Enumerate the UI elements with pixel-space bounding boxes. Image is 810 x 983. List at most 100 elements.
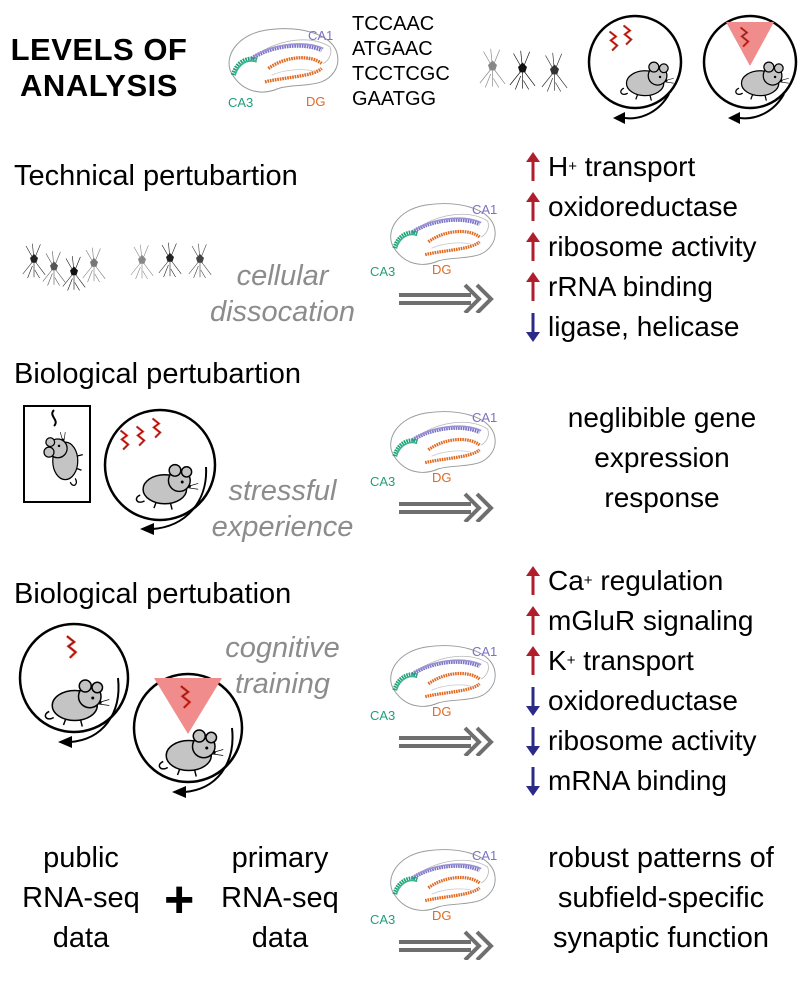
- result-label: K: [548, 645, 567, 676]
- ca3-label: CA3: [370, 912, 396, 927]
- down-arrow-icon: [522, 766, 544, 796]
- cognitive-results-list: Ca + regulation mGluR signaling K + transp…: [522, 561, 757, 801]
- dg-label: DG: [432, 470, 452, 485]
- result-line-3: response: [604, 482, 720, 513]
- technical-results-list: H + transport oxidoreductase ribosome act…: [522, 147, 757, 347]
- result-row: ribosome activity: [522, 721, 757, 761]
- result-label: ligase, helicase: [548, 311, 740, 342]
- primary-line-3: data: [251, 922, 309, 954]
- result-row: rRNA binding: [522, 267, 757, 307]
- ca1-label: CA1: [472, 848, 498, 863]
- result-row: K + transport: [522, 641, 757, 681]
- section-technical-title: Technical pertubartion: [14, 160, 298, 192]
- down-arrow-icon: [522, 686, 544, 716]
- sequence-4: GAATGG: [352, 88, 437, 110]
- title-line-2: ANALYSIS: [20, 68, 178, 103]
- result-label: oxidoreductase: [548, 191, 738, 222]
- up-arrow-icon: [522, 606, 544, 636]
- sequence-3: TCCTCGC: [352, 63, 450, 85]
- cognitive-mouse-icon-1: [18, 622, 130, 748]
- cognitive-mouse-icon-2: [132, 672, 244, 798]
- result-label: ribosome activity: [548, 231, 757, 262]
- result-row: H + transport: [522, 147, 757, 187]
- down-arrow-icon: [522, 726, 544, 756]
- levels-of-analysis-title: LEVELS OF ANALYSIS: [0, 32, 198, 104]
- result-label-rest: regulation: [592, 565, 724, 596]
- primary-line-2: RNA-seq: [221, 882, 339, 914]
- public-line-1: public: [43, 842, 119, 874]
- down-arrow-icon: [522, 312, 544, 342]
- result-row: Ca + regulation: [522, 561, 757, 601]
- public-rnaseq-label: public RNA-seq data: [0, 838, 162, 958]
- up-arrow-icon: [522, 152, 544, 182]
- primary-line-1: primary: [231, 842, 329, 874]
- bottom-result-text: robust patterns of subfield-specific syn…: [512, 838, 810, 958]
- double-arrow-3: [398, 726, 500, 756]
- result-line-2: subfield-specific: [557, 882, 765, 914]
- result-label: oxidoreductase: [548, 685, 738, 716]
- result-label-rest: transport: [575, 645, 694, 676]
- dg-label: DG: [306, 94, 326, 109]
- ca3-label: CA3: [370, 708, 396, 723]
- up-arrow-icon: [522, 232, 544, 262]
- stress-result-text: neglibible gene expression response: [522, 398, 802, 518]
- sequence-1: TCCAAC: [352, 13, 435, 35]
- result-row: oxidoreductase: [522, 681, 757, 721]
- result-line-1: robust patterns of: [548, 842, 774, 874]
- section-cognitive-title: Biological pertubation: [14, 578, 292, 610]
- result-label-rest: transport: [577, 151, 696, 182]
- section-stress-title: Biological pertubartion: [14, 358, 301, 390]
- condition-line-2: training: [234, 668, 331, 700]
- result-row: oxidoreductase: [522, 187, 757, 227]
- shock-zone-mouse-icon: [702, 14, 798, 124]
- result-label: mGluR signaling: [548, 605, 754, 636]
- condition-line-1: cellular: [236, 260, 329, 292]
- double-arrow-1: [398, 283, 500, 313]
- neurons-icon-header: [479, 47, 568, 93]
- stressed-mouse-icon: [103, 408, 217, 535]
- public-line-3: data: [52, 922, 110, 954]
- public-line-2: RNA-seq: [22, 882, 140, 914]
- result-label: ribosome activity: [548, 725, 757, 756]
- condition-cellular-dissociation: cellular dissocation: [190, 258, 375, 330]
- ca3-label: CA3: [370, 474, 396, 489]
- result-label: Ca: [548, 565, 584, 596]
- dg-label: DG: [432, 908, 452, 923]
- shock-mouse-icon: [587, 14, 683, 124]
- ca1-label: CA1: [472, 644, 498, 659]
- result-line-2: expression: [594, 442, 730, 473]
- condition-cognitive-training: cognitive training: [190, 630, 375, 702]
- up-arrow-icon: [522, 272, 544, 302]
- condition-stressful-experience: stressful experience: [190, 473, 375, 545]
- condition-line-1: cognitive: [225, 632, 340, 664]
- condition-line-2: experience: [211, 511, 354, 543]
- up-arrow-icon: [522, 192, 544, 222]
- primary-rnaseq-label: primary RNA-seq data: [198, 838, 362, 958]
- result-label: H: [548, 151, 569, 182]
- up-arrow-icon: [522, 646, 544, 676]
- result-line-3: synaptic function: [552, 922, 769, 954]
- ca1-label: CA1: [472, 410, 498, 425]
- dg-label: DG: [432, 704, 452, 719]
- result-row: mRNA binding: [522, 761, 757, 801]
- ca1-label: CA1: [308, 28, 334, 43]
- double-arrow-2: [398, 492, 500, 522]
- result-row: mGluR signaling: [522, 601, 757, 641]
- condition-line-2: dissocation: [209, 296, 356, 328]
- ca3-label: CA3: [228, 95, 254, 110]
- result-label: rRNA binding: [548, 271, 713, 302]
- sequence-2: ATGAAC: [352, 38, 433, 60]
- ca1-label: CA1: [472, 202, 498, 217]
- sequence-list: TCCAAC ATGAAC TCCTCGC GAATGG: [352, 12, 450, 112]
- title-line-1: LEVELS OF: [10, 32, 188, 67]
- ca3-label: CA3: [370, 264, 396, 279]
- up-arrow-icon: [522, 566, 544, 596]
- result-row: ligase, helicase: [522, 307, 757, 347]
- caged-mouse-icon: [23, 405, 91, 503]
- result-label: mRNA binding: [548, 765, 727, 796]
- result-line-1: neglibible gene: [567, 402, 757, 433]
- result-row: ribosome activity: [522, 227, 757, 267]
- dg-label: DG: [432, 262, 452, 277]
- double-arrow-4: [398, 930, 500, 960]
- condition-line-1: stressful: [228, 475, 337, 507]
